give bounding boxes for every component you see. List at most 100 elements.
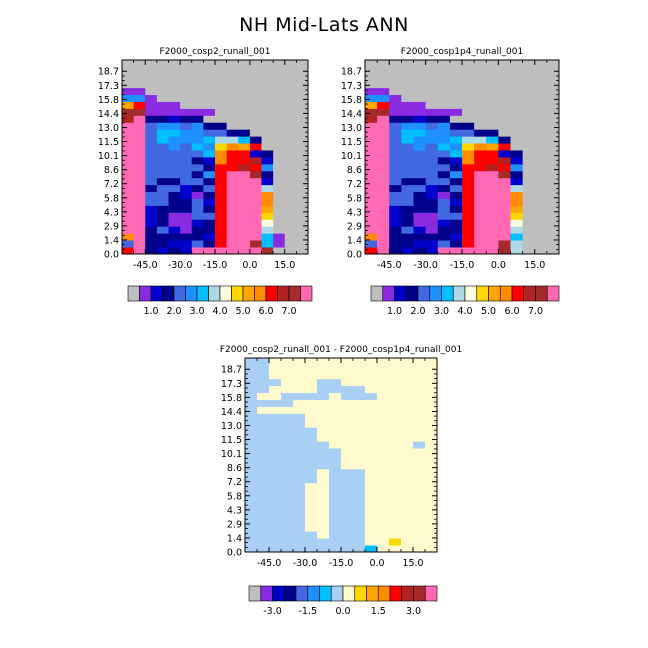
- heatmap-cell: [293, 475, 306, 484]
- heatmap-cell: [365, 219, 378, 227]
- heatmap-cell: [437, 184, 451, 193]
- heatmap-cell: [191, 170, 204, 179]
- heatmap-cell: [249, 108, 262, 116]
- heatmap-cell: [486, 247, 499, 255]
- heatmap-cell: [249, 129, 262, 137]
- heatmap-cell: [413, 489, 426, 497]
- heatmap-cell: [522, 233, 536, 241]
- heatmap-cell: [257, 448, 270, 456]
- heatmap-cell: [293, 455, 306, 463]
- heatmap-cell: [249, 163, 262, 172]
- heatmap-cell: [122, 170, 135, 179]
- heatmap-cell: [474, 143, 487, 151]
- heatmap-cell: [522, 205, 536, 213]
- heatmap-cell: [215, 94, 228, 102]
- heatmap-cell: [273, 122, 286, 130]
- heatmap-cell: [389, 475, 402, 484]
- heatmap-cell: [425, 184, 439, 193]
- heatmap-cell: [389, 184, 402, 193]
- heatmap-cell: [389, 434, 402, 442]
- heatmap-cell: [245, 413, 258, 421]
- heatmap-cell: [238, 108, 251, 116]
- heatmap-cell: [305, 378, 318, 387]
- heatmap-cell: [449, 233, 463, 241]
- heatmap-cell: [180, 157, 193, 165]
- heatmap-cell: [474, 66, 487, 75]
- heatmap-cell: [284, 170, 297, 179]
- heatmap-cell: [510, 240, 524, 248]
- heatmap-cell: [281, 385, 294, 394]
- heatmap-cell: [180, 115, 193, 123]
- heatmap-cell: [486, 240, 499, 248]
- heatmap-cell: [353, 364, 366, 373]
- heatmap-cell: [261, 150, 274, 158]
- y-tick-label: 5.8: [347, 193, 362, 204]
- heatmap-cell: [401, 378, 414, 387]
- heatmap-cell: [425, 177, 439, 186]
- heatmap-cell: [437, 212, 451, 220]
- heatmap-cell: [203, 101, 216, 109]
- heatmap-cell: [449, 80, 463, 89]
- heatmap-cell: [353, 517, 366, 525]
- heatmap-cell: [269, 378, 282, 387]
- colorbar-swatch: [366, 585, 379, 602]
- heatmap-cell: [203, 198, 216, 206]
- heatmap-cell: [191, 247, 204, 255]
- heatmap-cell: [365, 413, 378, 421]
- heatmap-cell: [365, 240, 378, 248]
- heatmap-cell: [377, 240, 390, 248]
- heatmap-cell: [449, 163, 463, 172]
- colorbar-swatch: [196, 285, 209, 302]
- heatmap-cell: [168, 163, 181, 172]
- heatmap-cell: [293, 531, 306, 539]
- heatmap-cell: [365, 205, 378, 213]
- heatmap-cell: [122, 177, 135, 186]
- heatmap-cell: [226, 60, 239, 68]
- heatmap-cell: [191, 73, 204, 82]
- heatmap-cell: [133, 143, 146, 151]
- heatmap-cell: [365, 226, 378, 234]
- colorbar-swatch: [401, 585, 414, 602]
- heatmap-cell: [215, 150, 228, 158]
- heatmap-cell: [317, 503, 330, 511]
- heatmap-cell: [401, 524, 414, 532]
- heatmap-cell: [269, 545, 282, 553]
- heatmap-cell: [377, 489, 390, 497]
- heatmap-cell: [437, 247, 451, 255]
- heatmap-cell: [133, 80, 146, 89]
- heatmap-cell: [245, 434, 258, 442]
- heatmap-cell: [281, 420, 294, 428]
- heatmap-cell: [133, 233, 146, 241]
- heatmap-cell: [377, 545, 390, 553]
- heatmap-cell: [133, 108, 146, 116]
- colorbar-label: 1.0: [143, 306, 158, 317]
- heatmap-cell: [156, 108, 169, 116]
- heatmap-cell: [546, 205, 560, 213]
- colorbar-swatch: [150, 285, 163, 302]
- heatmap-cell: [341, 427, 354, 435]
- heatmap-cell: [281, 413, 294, 421]
- heatmap-cell: [317, 517, 330, 525]
- heatmap-cell: [474, 150, 487, 158]
- heatmap-cell: [257, 524, 270, 532]
- heatmap-cell: [305, 392, 318, 400]
- heatmap-cell: [389, 364, 402, 373]
- heatmap-cell: [293, 371, 306, 380]
- heatmap-cell: [413, 468, 426, 477]
- heatmap-cell: [296, 122, 309, 130]
- heatmap-cell: [238, 122, 251, 130]
- heatmap-cell: [377, 226, 390, 234]
- heatmap-cell: [425, 170, 439, 179]
- heatmap-cell: [401, 129, 414, 137]
- heatmap-cell: [284, 150, 297, 158]
- heatmap-cell: [474, 157, 487, 165]
- heatmap-cell: [293, 503, 306, 511]
- heatmap-cell: [145, 66, 158, 75]
- heatmap-cell: [546, 101, 560, 109]
- heatmap-cell: [273, 66, 286, 75]
- heatmap-cell: [249, 60, 262, 68]
- heatmap-cell: [249, 143, 262, 151]
- heatmap-cell: [498, 73, 511, 82]
- heatmap-cell: [269, 531, 282, 539]
- heatmap-cell: [365, 191, 378, 199]
